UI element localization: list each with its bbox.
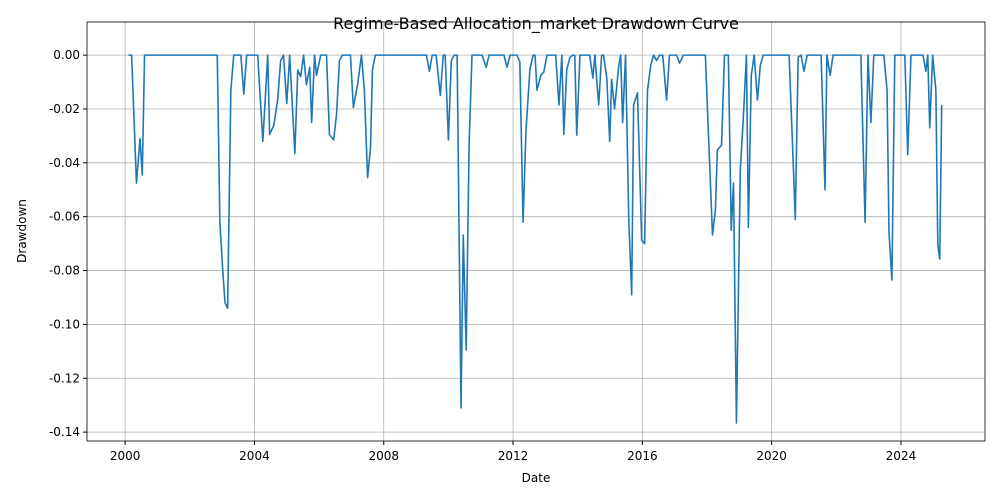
y-axis-label: Drawdown [15, 199, 29, 263]
x-tick-label: 2012 [498, 449, 529, 463]
y-tick-label: -0.08 [49, 264, 80, 278]
plot-frame [86, 21, 986, 442]
y-tick-label: -0.12 [49, 371, 80, 385]
chart-title: Regime-Based Allocation_market Drawdown … [333, 14, 739, 34]
y-tick-label: -0.06 [49, 210, 80, 224]
x-tick-label: 2020 [756, 449, 787, 463]
x-axis-label: Date [522, 471, 551, 485]
y-tick-label: -0.14 [49, 425, 80, 439]
x-tick-label: 2008 [368, 449, 399, 463]
drawdown-line [128, 54, 943, 424]
y-tick-label: -0.10 [49, 317, 80, 331]
y-tick-label: 0.00 [53, 48, 80, 62]
x-tick-label: 2016 [627, 449, 658, 463]
y-tick-label: -0.04 [49, 156, 80, 170]
y-tick-label: -0.02 [49, 102, 80, 116]
x-tick-label: 2024 [886, 449, 917, 463]
x-tick-label: 2000 [110, 449, 141, 463]
x-tick-label: 2004 [239, 449, 270, 463]
